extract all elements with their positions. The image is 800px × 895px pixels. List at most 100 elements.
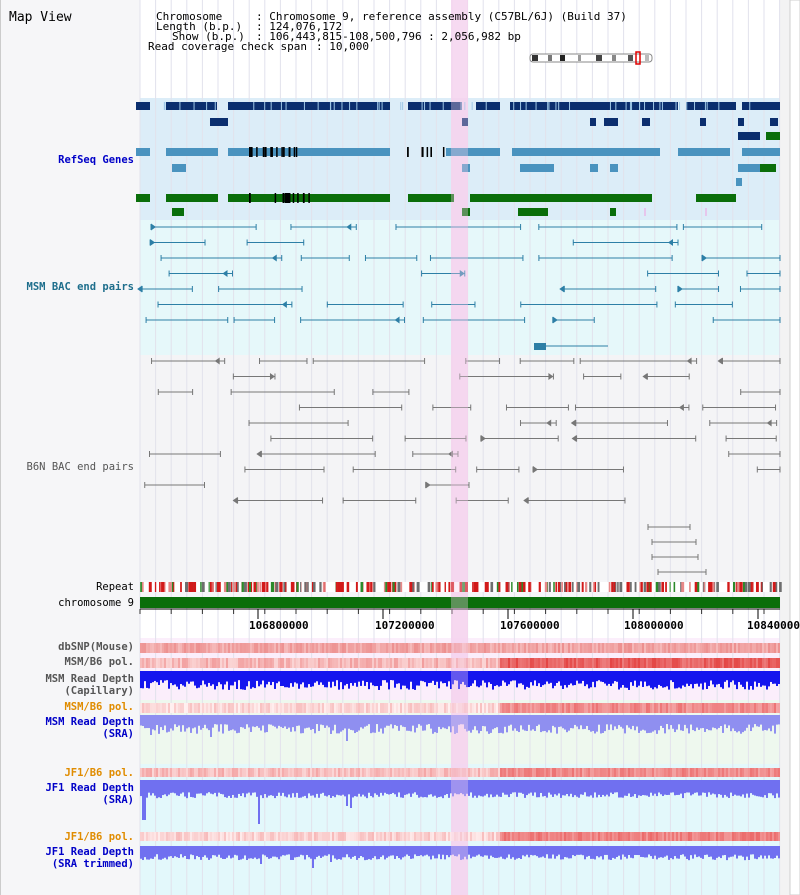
repeat-element [161, 582, 163, 592]
msm-b6-pol-heat-cell [430, 658, 432, 668]
gene-feature [446, 148, 500, 156]
dbsnp-heat-cell [642, 643, 644, 653]
msm-sra-depth-bar [526, 715, 528, 731]
msm-b6-pol-heat-cell [224, 703, 226, 713]
msm-capillary-depth-bar [274, 671, 276, 689]
msm-sra-depth-bar [182, 715, 184, 726]
msm-b6-pol-heat-cell [632, 703, 634, 713]
msm-b6-pol-heat-cell [552, 658, 554, 668]
jf1-b6-pol-heat-cell [308, 832, 310, 841]
repeat-element [250, 582, 253, 592]
msm-b6-pol-heat-cell [580, 703, 582, 713]
jf1-sra-depth-bar [668, 780, 670, 795]
jf1-b6-pol-heat-cell [210, 768, 212, 777]
msm-b6-pol-heat-cell [244, 658, 246, 668]
jf1-b6-pol-heat-cell [198, 768, 200, 777]
dbsnp-heat-cell [742, 643, 744, 653]
jf1-b6-pol-heat-cell [260, 832, 262, 841]
track-label-msm-bac[interactable]: MSM BAC end pairs [26, 281, 134, 293]
jf1-sra-depth-bar [278, 780, 280, 793]
jf1-trimmed-depth-bar [586, 846, 588, 857]
track-label-b6n-bac[interactable]: B6N BAC end pairs [26, 461, 134, 473]
msm-b6-pol-heat-cell [670, 658, 672, 668]
msm-sra-depth-bar [334, 715, 336, 725]
jf1-b6-pol-heat-cell [684, 768, 686, 777]
msm-capillary-depth-bar [326, 671, 328, 688]
msm-capillary-depth-bar [586, 671, 588, 685]
msm-sra-depth-bar [150, 715, 152, 735]
msm-b6-pol-heat-cell [520, 658, 522, 668]
jf1-trimmed-depth-bar [366, 846, 368, 860]
jf1-b6-pol-heat-cell [568, 768, 570, 777]
dbsnp-heat-cell [524, 643, 526, 653]
msm-b6-pol-heat-cell [770, 658, 772, 668]
jf1-sra-depth-bar [638, 780, 640, 796]
msm-bac-arrow [459, 270, 465, 277]
jf1-b6-pol-heat-cell [246, 768, 248, 777]
jf1-sra-depth-bar [204, 780, 206, 796]
jf1-b6-pol-heat-cell [712, 768, 714, 777]
msm-sra-depth-bar [308, 715, 310, 728]
jf1-b6-pol-heat-cell [644, 768, 646, 777]
jf1-sra-depth-bar [768, 780, 770, 794]
jf1-sra-depth-bar [176, 780, 178, 796]
msm-b6-pol-heat-cell [534, 703, 536, 713]
gene-feature [476, 102, 500, 110]
jf1-b6-pol-heat-cell [212, 768, 214, 777]
dbsnp-heat-cell [548, 643, 550, 653]
jf1-trimmed-depth-bar [368, 846, 370, 860]
dbsnp-heat-cell [468, 643, 470, 653]
msm-b6-pol-heat-cell [662, 703, 664, 713]
dbsnp-heat-cell [730, 643, 732, 653]
msm-capillary-depth-bar [646, 671, 648, 687]
msm-b6-pol-heat-cell [390, 658, 392, 668]
msm-capillary-depth-bar [498, 671, 500, 687]
msm-b6-pol-heat-cell [204, 703, 206, 713]
msm-b6-pol-heat-cell [238, 658, 240, 668]
msm-b6-pol-heat-cell [414, 658, 416, 668]
msm-b6-pol-heat-cell [494, 703, 496, 713]
dbsnp-heat-cell [224, 643, 226, 653]
jf1-sra-depth-bar [598, 780, 600, 795]
msm-capillary-depth-bar [428, 671, 430, 683]
msm-sra-depth-bar [640, 715, 642, 731]
msm-b6-pol-heat-cell [340, 703, 342, 713]
dbsnp-heat-cell [558, 643, 560, 653]
jf1-b6-pol-heat-cell [358, 768, 360, 777]
repeat-element [360, 582, 364, 592]
jf1-b6-pol-heat-cell [160, 768, 162, 777]
jf1-trimmed-depth-bar [542, 846, 544, 857]
track-label-refseq[interactable]: RefSeq Genes [58, 154, 134, 166]
gene-feature [770, 118, 778, 126]
jf1-b6-pol-heat-cell [348, 832, 350, 841]
jf1-sra-depth-bar [162, 780, 164, 796]
jf1-b6-pol-heat-cell [620, 832, 622, 841]
msm-capillary-depth-bar [330, 671, 332, 688]
jf1-trimmed-depth-bar [610, 846, 612, 860]
msm-capillary-depth-bar [722, 671, 724, 689]
msm-bac-arrow [281, 301, 287, 308]
jf1-sra-depth-bar [538, 780, 540, 798]
msm-b6-pol-heat-cell [386, 658, 388, 668]
msm-capillary-depth-bar [544, 671, 546, 685]
msm-capillary-depth-bar [766, 671, 768, 690]
msm-sra-depth-bar [488, 715, 490, 734]
jf1-sra-depth-bar [292, 780, 294, 794]
repeat-element [735, 582, 737, 592]
jf1-trimmed-depth-bar [240, 846, 242, 860]
dbsnp-heat-cell [194, 643, 196, 653]
jf1-b6-pol-heat-cell [714, 768, 716, 777]
jf1-b6-pol-heat-cell [172, 768, 174, 777]
msm-capillary-depth-bar [602, 671, 604, 683]
dbsnp-heat-cell [746, 643, 748, 653]
jf1-b6-pol-heat-cell [322, 768, 324, 777]
jf1-sra-depth-bar [474, 780, 476, 796]
track-label-chromosome: chromosome 9 [58, 597, 134, 609]
jf1-b6-pol-heat-cell [274, 832, 276, 841]
jf1-sra-depth-bar [522, 780, 524, 794]
msm-b6-pol-heat-cell [302, 658, 304, 668]
msm-sra-depth-bar [594, 715, 596, 734]
msm-b6-pol-heat-cell [598, 703, 600, 713]
msm-b6-pol-heat-cell [508, 658, 510, 668]
